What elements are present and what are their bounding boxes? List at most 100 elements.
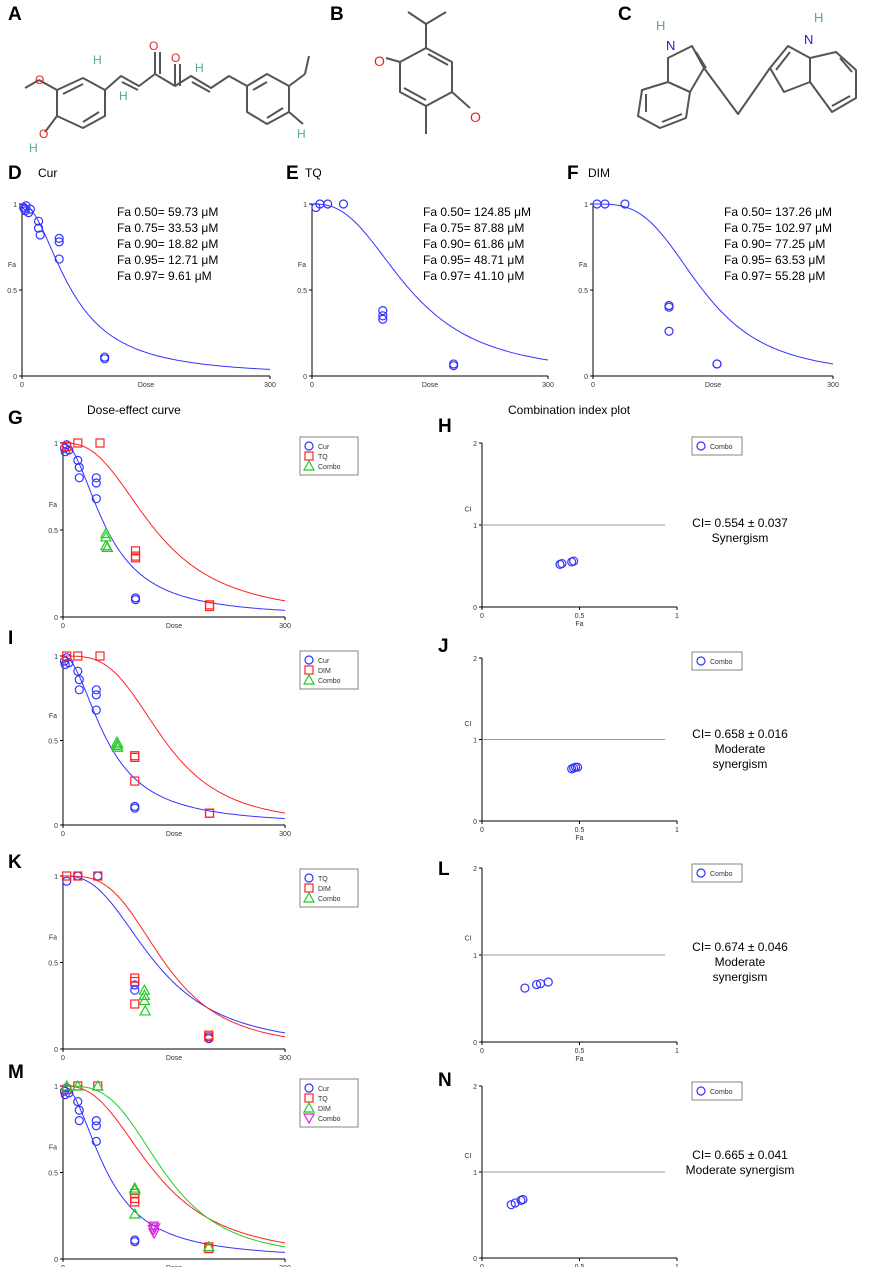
x-tick-label: 300: [279, 1265, 291, 1267]
data-point: [128, 1183, 141, 1195]
legend-box: [691, 863, 743, 883]
legend-label: Cur: [318, 658, 330, 665]
data-point: [33, 223, 44, 233]
data-point: [95, 651, 105, 661]
ci-value: CI= 0.665 ± 0.041: [692, 1148, 788, 1162]
data-point: [130, 1237, 140, 1247]
data-point: [600, 199, 610, 209]
ci-label: Synergism: [711, 531, 769, 545]
y-tick-label: 0: [13, 374, 17, 381]
data-point: [91, 1115, 101, 1126]
y-tick-label: 2: [473, 866, 477, 873]
data-point: [73, 438, 83, 448]
y-tick-label: 1: [54, 441, 58, 448]
atom-label: O: [470, 109, 481, 125]
panel-letter-j: J: [438, 636, 449, 657]
y-tick-label: 1: [473, 1170, 477, 1177]
fit-curve: [63, 875, 286, 1038]
y-tick-label: 0.5: [7, 288, 17, 295]
data-point: [204, 808, 215, 818]
data-point: [572, 762, 583, 772]
data-point: [696, 441, 706, 451]
legend-box: [299, 650, 359, 690]
x-tick-label: 300: [264, 382, 276, 389]
data-point: [696, 1086, 706, 1096]
data-point: [128, 1207, 141, 1219]
x-tick-label: 0: [61, 831, 65, 838]
data-point: [91, 1121, 101, 1131]
x-axis-label: Dose: [422, 382, 438, 389]
y-axis-label: Fa: [49, 502, 57, 509]
y-tick-label: 0: [473, 819, 477, 826]
fit-curve: [63, 1085, 286, 1248]
fa-value: Fa 0.75= 87.88 μM: [423, 221, 525, 235]
data-point: [128, 1181, 141, 1193]
data-point: [569, 556, 579, 566]
x-tick-label: 0.5: [575, 1264, 585, 1267]
caption-ci-plot: Combination index plot: [508, 403, 631, 417]
data-point: [60, 1079, 73, 1091]
x-tick-label: 300: [279, 1055, 291, 1062]
data-point: [73, 871, 83, 881]
ci-text-n: CI= 0.665 ± 0.041 Moderate synergism: [670, 1148, 810, 1178]
x-tick-label: 0: [61, 1055, 65, 1062]
data-point: [74, 675, 84, 685]
data-point: [304, 655, 314, 665]
chart-title-f: DIM: [588, 166, 610, 180]
panel-letter-h: H: [438, 416, 452, 437]
fa-value: Fa 0.75= 33.53 μM: [117, 221, 219, 235]
fa-value: Fa 0.50= 137.26 μM: [724, 205, 832, 219]
y-tick-label: 0: [473, 605, 477, 612]
data-point: [304, 1083, 314, 1093]
data-point: [62, 441, 72, 452]
fa-value: Fa 0.90= 18.82 μM: [117, 237, 219, 251]
y-tick-label: 0.5: [48, 961, 58, 968]
ci-text-l: CI= 0.674 ± 0.046 Moderate synergism: [670, 940, 810, 985]
x-tick-label: 0: [480, 1048, 484, 1055]
legend-label: Combo: [318, 1116, 341, 1123]
fa-value: Fa 0.75= 102.97 μM: [724, 221, 832, 235]
fa-value: Fa 0.50= 124.85 μM: [423, 205, 531, 219]
y-axis-label: CI: [465, 936, 472, 943]
y-tick-label: 0: [473, 1040, 477, 1047]
data-point: [62, 651, 72, 661]
x-axis-label: Dose: [705, 382, 721, 389]
data-point: [148, 1223, 161, 1235]
panel-letter-i: I: [8, 628, 14, 649]
legend-label: Combo: [710, 1089, 733, 1096]
data-point: [302, 891, 316, 903]
data-point: [139, 1004, 152, 1016]
atom-label: H: [195, 61, 204, 75]
y-tick-label: 1: [13, 202, 17, 209]
data-point: [449, 361, 459, 371]
data-point: [130, 976, 140, 987]
y-axis-label: Fa: [579, 262, 587, 269]
data-point: [73, 1096, 83, 1107]
data-point: [111, 741, 124, 752]
panel-letter-c: C: [618, 4, 632, 25]
atom-label: H: [814, 10, 823, 25]
data-point: [138, 983, 151, 995]
x-axis-label: Dose: [166, 831, 182, 838]
y-tick-label: 0.5: [578, 288, 588, 295]
data-point: [664, 302, 674, 312]
data-point: [91, 1079, 104, 1091]
data-point: [138, 989, 151, 1000]
y-axis-label: Fa: [49, 1145, 57, 1152]
data-point: [74, 1105, 84, 1115]
structure-thymoquinone: O O: [374, 11, 481, 134]
data-point: [520, 983, 530, 993]
data-point: [54, 237, 64, 247]
fit-curve: [63, 875, 286, 1034]
atom-label: H: [29, 141, 38, 155]
data-point: [62, 876, 72, 886]
y-axis-label: Fa: [49, 935, 57, 942]
x-tick-label: 0: [310, 382, 314, 389]
data-point: [557, 558, 567, 569]
legend-label: TQ: [318, 454, 328, 461]
fa-value: Fa 0.97= 9.61 μM: [117, 269, 212, 283]
fa-value: Fa 0.97= 55.28 μM: [724, 269, 826, 283]
data-point: [130, 553, 141, 563]
